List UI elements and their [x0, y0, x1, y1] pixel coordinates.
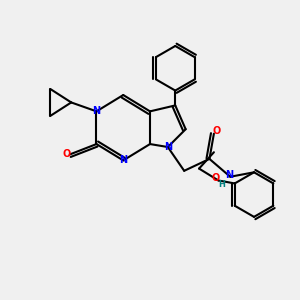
Text: O: O — [211, 173, 220, 183]
Text: N: N — [119, 155, 127, 165]
Text: O: O — [62, 149, 70, 160]
Text: N: N — [225, 170, 233, 180]
Text: N: N — [92, 106, 101, 116]
Text: N: N — [164, 142, 172, 152]
Text: O: O — [213, 126, 221, 136]
Text: H: H — [218, 180, 225, 189]
